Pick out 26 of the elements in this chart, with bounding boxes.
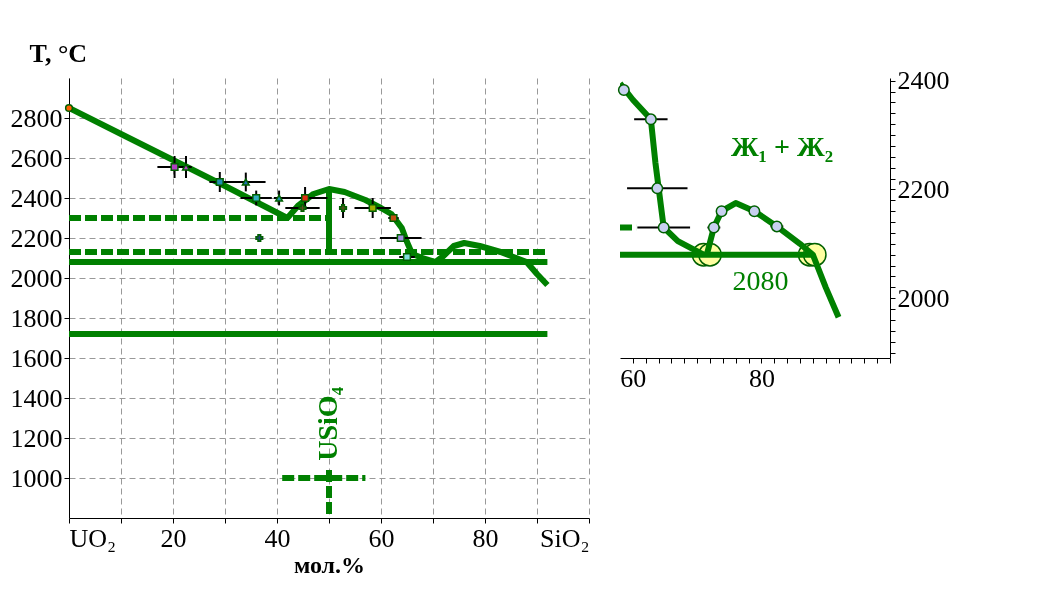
x-tick-label: 60	[368, 523, 395, 553]
y-tick-label: 2200	[897, 174, 950, 204]
y-tick-label: 1400	[10, 383, 63, 413]
annotation: Ж₁ + Ж₂	[730, 131, 834, 162]
y-tick-label: 1000	[10, 463, 63, 493]
y-tick-label: 2800	[10, 103, 63, 133]
y-tick-label: 2600	[10, 143, 63, 173]
y-tick-label: 1600	[10, 343, 63, 373]
y-tick-label: 2400	[897, 66, 950, 96]
x-tick-label: 40	[264, 523, 291, 553]
y-tick-label: 1200	[10, 423, 63, 453]
y-tick-label: 2400	[10, 183, 63, 213]
y-tick-label: 1800	[10, 303, 63, 333]
x-axis-title: мол.%	[293, 551, 366, 578]
x-tick-label: 60	[620, 363, 647, 393]
y-tick-label: 2000	[897, 283, 950, 313]
x-tick-label: 20	[160, 523, 187, 553]
annotation: 2080	[732, 265, 789, 297]
x-tick-label: 80	[472, 523, 499, 553]
y-tick-label: 2000	[10, 263, 63, 293]
x-tick-label: UO₂	[69, 523, 117, 553]
y-axis-title: T, °C	[29, 38, 88, 68]
x-tick-label: 80	[748, 363, 775, 393]
annotation: USiO₄	[312, 386, 343, 461]
x-tick-label: SiO₂	[539, 523, 590, 553]
y-tick-label: 2200	[10, 223, 63, 253]
